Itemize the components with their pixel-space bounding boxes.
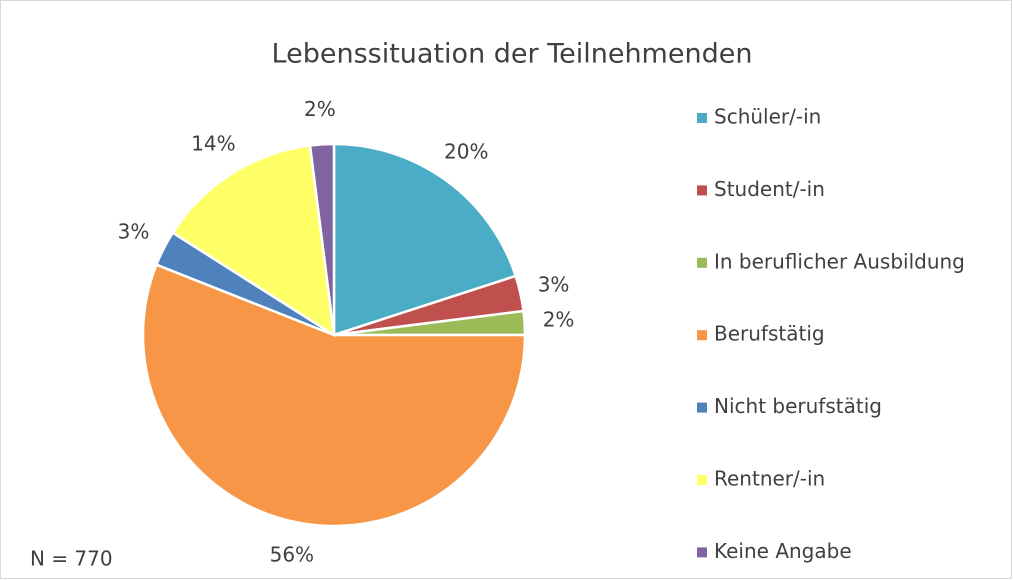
legend-marker — [697, 257, 707, 268]
pie-slice — [308, 142, 336, 336]
data-label: 20% — [444, 139, 488, 163]
legend-label: Keine Angabe — [714, 539, 852, 563]
legend-marker — [697, 402, 707, 413]
chart-title: Lebenssituation der Teilnehmenden — [272, 39, 753, 70]
annotation: N = 770 — [30, 547, 113, 571]
legend-marker — [697, 330, 707, 341]
pie-slice — [332, 142, 518, 337]
data-label: 3% — [118, 219, 150, 243]
data-label: 14% — [191, 132, 235, 156]
pie-slice — [141, 263, 527, 528]
legend-label: Berufstätig — [714, 322, 825, 346]
legend-marker — [697, 113, 707, 123]
data-label: 2% — [304, 97, 336, 121]
legend-label: In beruflicher Ausbildung — [714, 249, 965, 273]
pie-slice — [171, 144, 336, 338]
data-label: 56% — [270, 543, 314, 567]
legend-label: Rentner/-in — [714, 467, 825, 491]
data-label: 2% — [543, 307, 575, 331]
data-label: 3% — [538, 272, 570, 296]
legend-label: Schüler/-in — [714, 105, 821, 129]
legend-label: Student/-in — [714, 177, 825, 201]
legend-marker — [697, 547, 707, 558]
legend-label: Nicht berufstätig — [714, 394, 882, 418]
legend-marker — [697, 475, 707, 485]
legend-marker — [697, 185, 707, 196]
